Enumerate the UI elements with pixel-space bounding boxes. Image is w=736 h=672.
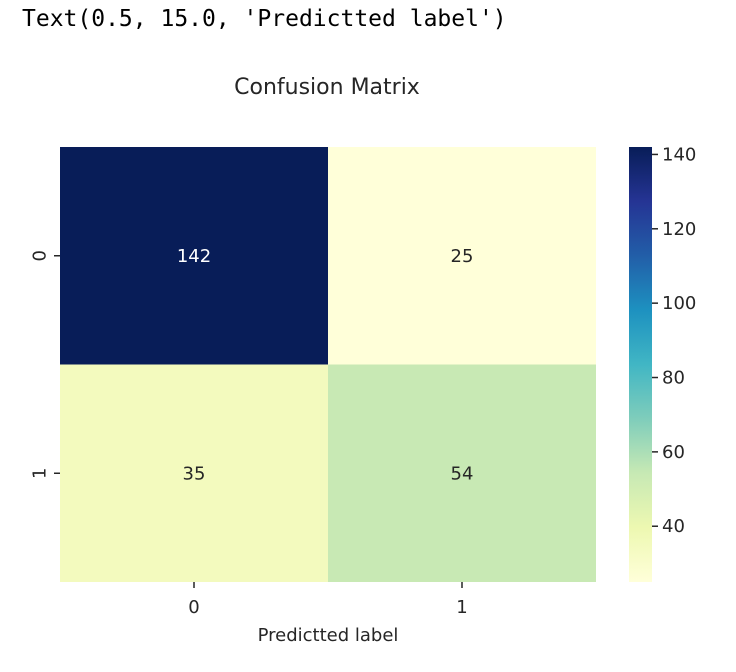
- y-tick-label-0: 0: [30, 250, 51, 261]
- cell-output-text: Text(0.5, 15.0, 'Predictted label'): [22, 6, 507, 32]
- colorbar-tick-label-3: 100: [662, 293, 696, 314]
- heatmap-cell-1-1: [328, 364, 596, 582]
- cell-value-0-0: 142: [177, 246, 211, 267]
- colorbar-ticks: 40 60 80 100 120 140: [652, 144, 696, 537]
- colorbar: [629, 147, 652, 582]
- heatmap-cells: 142 25 35 54: [60, 147, 596, 582]
- colorbar-tick-label-2: 80: [662, 368, 685, 389]
- cell-value-1-1: 54: [451, 463, 474, 484]
- x-tick-label-1: 1: [456, 597, 467, 618]
- colorbar-tick-label-1: 60: [662, 442, 685, 463]
- heatmap-cell-1-0: [60, 364, 328, 582]
- chart-title: Confusion Matrix: [234, 75, 420, 100]
- heatmap-cell-0-0: [60, 147, 328, 365]
- colorbar-tick-label-4: 120: [662, 219, 696, 240]
- colorbar-tick-label-5: 140: [662, 144, 696, 165]
- x-axis-label: Predictted label: [258, 625, 399, 646]
- cell-value-1-0: 35: [183, 463, 206, 484]
- y-tick-label-1: 1: [30, 468, 51, 479]
- cell-value-0-1: 25: [451, 246, 474, 267]
- colorbar-tick-label-0: 40: [662, 516, 685, 537]
- x-tick-label-0: 0: [188, 597, 199, 618]
- heatmap-cell-0-1: [328, 147, 596, 365]
- heatmap-axes: 0 1 0 1: [30, 250, 468, 618]
